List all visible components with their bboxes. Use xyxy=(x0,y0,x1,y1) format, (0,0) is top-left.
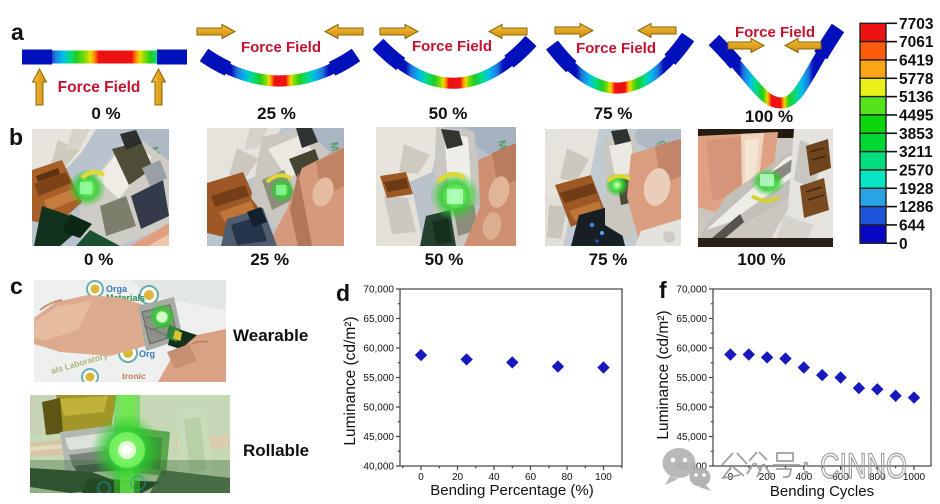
svg-text:CINNO: CINNO xyxy=(820,447,907,486)
svg-text:50,000: 50,000 xyxy=(363,403,394,414)
svg-text:400: 400 xyxy=(795,472,812,483)
svg-text:Rollable: Rollable xyxy=(243,441,309,460)
svg-text:Materials: Materials xyxy=(106,293,145,303)
svg-text:50 %: 50 % xyxy=(429,104,468,123)
svg-text:Org: Org xyxy=(139,349,155,359)
svg-text:Force Field: Force Field xyxy=(735,24,815,41)
svg-text:60,000: 60,000 xyxy=(363,344,394,355)
svg-text:100 %: 100 % xyxy=(745,107,793,126)
svg-text:1286: 1286 xyxy=(899,199,934,216)
svg-text:Force Field: Force Field xyxy=(58,79,141,96)
svg-text:200: 200 xyxy=(759,472,776,483)
svg-text:20: 20 xyxy=(452,472,464,483)
svg-text:65,000: 65,000 xyxy=(363,314,394,325)
svg-text:d: d xyxy=(336,280,350,306)
svg-text:6419: 6419 xyxy=(899,53,934,70)
svg-text:60: 60 xyxy=(525,472,537,483)
svg-text:0 %: 0 % xyxy=(91,104,120,123)
svg-text:3853: 3853 xyxy=(899,126,934,143)
svg-text:45,000: 45,000 xyxy=(676,432,707,443)
svg-text:644: 644 xyxy=(899,217,925,234)
svg-text:0: 0 xyxy=(418,472,424,483)
svg-text:55,000: 55,000 xyxy=(363,373,394,384)
svg-text:0 %: 0 % xyxy=(84,250,113,269)
svg-text:40: 40 xyxy=(488,472,500,483)
svg-text:75 %: 75 % xyxy=(589,250,628,269)
svg-text:800: 800 xyxy=(869,472,886,483)
svg-text:Wearable: Wearable xyxy=(233,326,308,345)
svg-text:Force Field: Force Field xyxy=(576,40,656,57)
svg-text:50,000: 50,000 xyxy=(676,403,707,414)
svg-text:4495: 4495 xyxy=(899,107,934,124)
svg-text:Force Field: Force Field xyxy=(241,39,321,56)
svg-text:25 %: 25 % xyxy=(250,250,289,269)
svg-text:70,000: 70,000 xyxy=(676,285,707,296)
svg-text:5778: 5778 xyxy=(899,71,934,88)
svg-text:45,000: 45,000 xyxy=(363,432,394,443)
svg-text:c: c xyxy=(10,273,23,299)
svg-text:3211: 3211 xyxy=(899,144,933,161)
svg-text:65,000: 65,000 xyxy=(676,314,707,325)
svg-text:1928: 1928 xyxy=(899,181,934,198)
svg-text:50 %: 50 % xyxy=(425,250,464,269)
svg-text:Force Field: Force Field xyxy=(412,38,492,55)
svg-text:100: 100 xyxy=(595,472,612,483)
svg-text:7703: 7703 xyxy=(899,16,934,33)
svg-text:100 %: 100 % xyxy=(737,250,785,269)
svg-text:40,000: 40,000 xyxy=(363,462,394,473)
svg-text:Bending Cycles: Bending Cycles xyxy=(770,483,874,500)
svg-text:Luminance (cd/m²): Luminance (cd/m²) xyxy=(655,310,672,439)
svg-text:1000: 1000 xyxy=(903,472,926,483)
svg-text:a: a xyxy=(11,19,24,45)
svg-text:0: 0 xyxy=(899,236,908,253)
svg-text:Bending Percentage (%): Bending Percentage (%) xyxy=(430,482,593,499)
svg-text:55,000: 55,000 xyxy=(676,373,707,384)
svg-text:70,000: 70,000 xyxy=(363,285,394,296)
svg-text:f: f xyxy=(659,277,667,303)
svg-text:2570: 2570 xyxy=(899,162,933,179)
svg-text:tronic: tronic xyxy=(122,371,146,381)
svg-text:80: 80 xyxy=(561,472,573,483)
svg-text:Luminance (cd/m²): Luminance (cd/m²) xyxy=(342,316,359,445)
svg-text:75 %: 75 % xyxy=(594,104,633,123)
svg-text:60,000: 60,000 xyxy=(676,344,707,355)
svg-text:b: b xyxy=(9,124,23,150)
svg-text:5136: 5136 xyxy=(899,89,934,106)
svg-text:Orga: Orga xyxy=(106,284,128,294)
svg-text:600: 600 xyxy=(832,472,849,483)
svg-text:7061: 7061 xyxy=(899,34,934,51)
svg-text:25 %: 25 % xyxy=(257,104,296,123)
